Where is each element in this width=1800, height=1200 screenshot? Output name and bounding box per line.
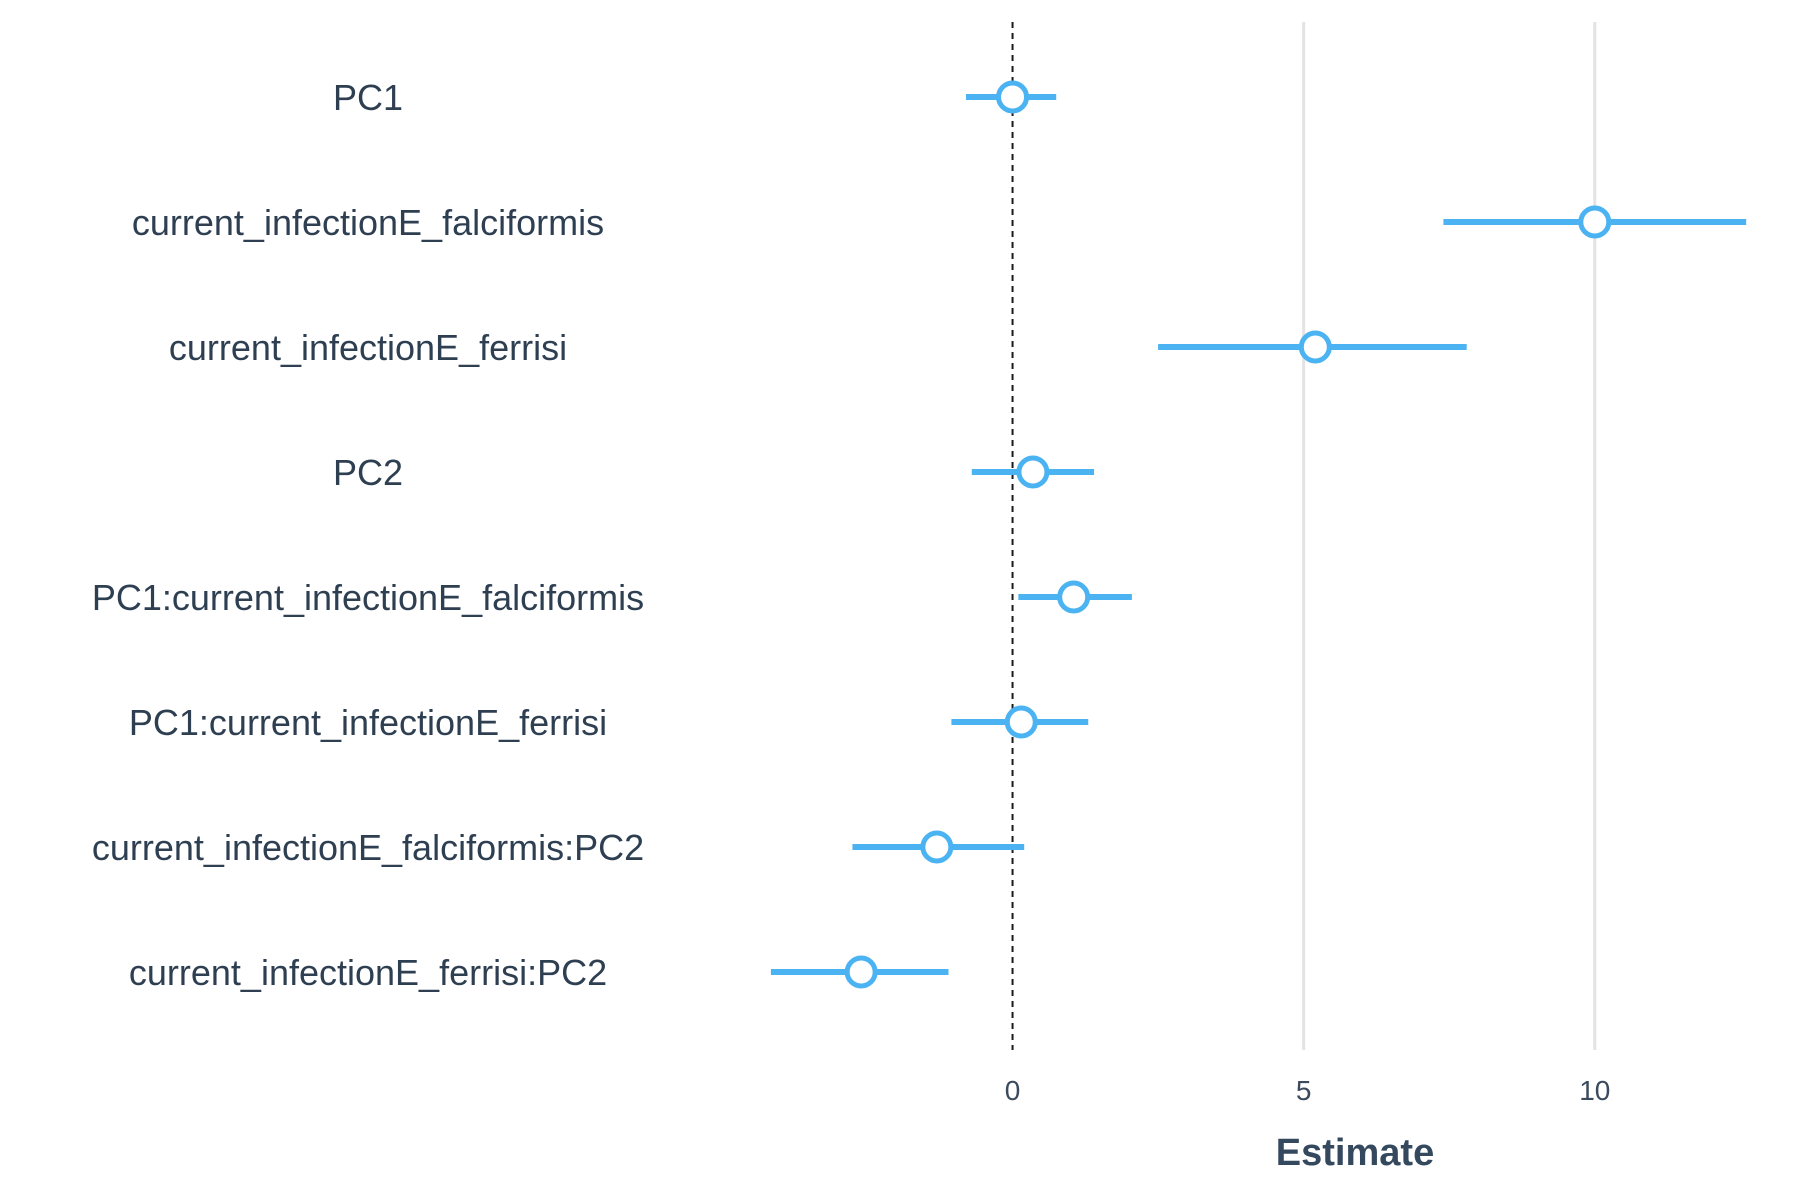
estimate-point-8 bbox=[844, 955, 878, 989]
term-label-1: PC1 bbox=[333, 77, 403, 118]
x-axis-title: Estimate bbox=[1276, 1132, 1434, 1174]
grid-layer bbox=[1302, 22, 1597, 1050]
estimate-point-2 bbox=[1578, 205, 1612, 239]
x-tick-label-0: 0 bbox=[1005, 1075, 1021, 1106]
term-label-5: PC1:current_infectionE_falciformis bbox=[92, 577, 644, 618]
term-label-4: PC2 bbox=[333, 452, 403, 493]
estimate-point-1 bbox=[996, 80, 1030, 114]
term-label-layer: PC1 current_infectionE_falciformiscurrent… bbox=[92, 77, 644, 993]
estimate-point-7 bbox=[920, 830, 954, 864]
x-tick-label-10: 10 bbox=[1579, 1075, 1610, 1106]
term-label-7: current_infectionE_falciformis:PC2 bbox=[92, 827, 644, 868]
x-tick-label-5: 5 bbox=[1296, 1075, 1312, 1106]
term-label-8: current_infectionE_ferrisi:PC2 bbox=[129, 952, 607, 993]
term-label-3: current_infectionE_ferrisi bbox=[169, 327, 567, 368]
term-label-6: PC1:current_infectionE_ferrisi bbox=[129, 702, 607, 743]
estimate-point-4 bbox=[1016, 455, 1050, 489]
tick-label-layer: 0 5 10 bbox=[1005, 1075, 1611, 1106]
point-layer bbox=[844, 80, 1612, 989]
estimate-point-6 bbox=[1004, 705, 1038, 739]
estimate-point-5 bbox=[1057, 580, 1091, 614]
estimate-point-3 bbox=[1298, 330, 1332, 364]
term-label-2: current_infectionE_falciformis bbox=[132, 202, 604, 243]
